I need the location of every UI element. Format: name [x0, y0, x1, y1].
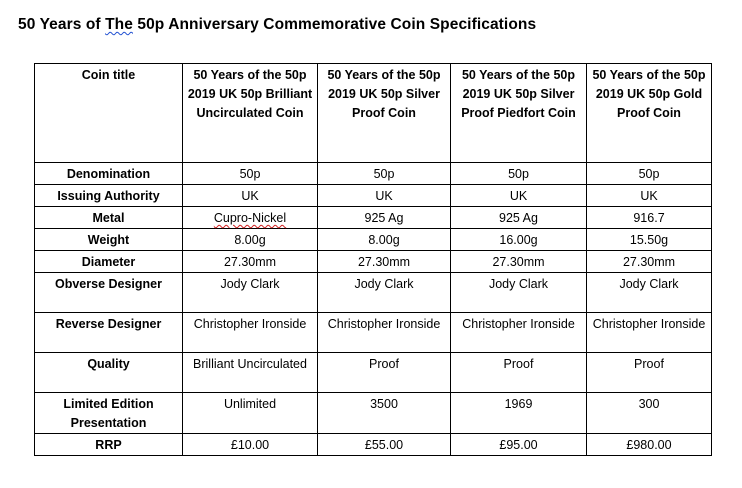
header-coin-cell: 50 Years of the 50p 2019 UK 50p Silver P…	[450, 63, 587, 163]
table-row: Diameter 27.30mm 27.30mm 27.30mm 27.30mm	[34, 250, 712, 273]
table-cell: 50p	[182, 162, 318, 185]
table-cell: 50p	[317, 162, 451, 185]
title-prefix: 50 Years of	[18, 16, 106, 33]
row-label: Weight	[34, 228, 183, 251]
table-cell: 300	[586, 392, 712, 434]
table-cell: UK	[586, 184, 712, 207]
table-cell: Proof	[317, 352, 451, 393]
table-cell: 916.7	[586, 206, 712, 229]
row-label: Issuing Authority	[34, 184, 183, 207]
header-coin-cell: 50 Years of the 50p 2019 UK 50p Brillian…	[182, 63, 318, 163]
table-cell: 27.30mm	[182, 250, 318, 273]
table-cell: 925 Ag	[450, 206, 587, 229]
table-cell: Christopher Ironside	[586, 312, 712, 353]
title-the-word: The	[105, 16, 133, 33]
row-label: Metal	[34, 206, 183, 229]
table-cell: 3500	[317, 392, 451, 434]
table-cell: 50p	[586, 162, 712, 185]
table-cell: £95.00	[450, 433, 587, 456]
table-row: Limited Edition Presentation Unlimited 3…	[34, 392, 712, 434]
table-cell: 27.30mm	[586, 250, 712, 273]
table-cell: Proof	[450, 352, 587, 393]
cell-text: Cupro-Nickel	[213, 211, 287, 225]
table-cell: Proof	[586, 352, 712, 393]
table-cell: Christopher Ironside	[450, 312, 587, 353]
table-cell: 27.30mm	[317, 250, 451, 273]
table-cell: Jody Clark	[450, 272, 587, 313]
page-title: 50 Years of The 50p Anniversary Commemor…	[18, 16, 536, 34]
table-cell: 16.00g	[450, 228, 587, 251]
table-row: RRP £10.00 £55.00 £95.00 £980.00	[34, 433, 712, 456]
row-label: Limited Edition Presentation	[34, 392, 183, 434]
table-cell: Christopher Ironside	[182, 312, 318, 353]
table-cell: Jody Clark	[586, 272, 712, 313]
table-row: Denomination 50p 50p 50p 50p	[34, 162, 712, 185]
row-label: Reverse Designer	[34, 312, 183, 353]
table-cell: UK	[317, 184, 451, 207]
table-cell: Brilliant Uncirculated	[182, 352, 318, 393]
table-header-row: Coin title 50 Years of the 50p 2019 UK 5…	[34, 63, 712, 163]
table-cell: Cupro-Nickel	[182, 206, 318, 229]
row-label: Obverse Designer	[34, 272, 183, 313]
title-suffix: 50p Anniversary Commemorative Coin Speci…	[132, 16, 537, 33]
table-cell: 50p	[450, 162, 587, 185]
header-coin-cell: 50 Years of the 50p 2019 UK 50p Gold Pro…	[586, 63, 712, 163]
table-cell: 8.00g	[182, 228, 318, 251]
table-cell: £10.00	[182, 433, 318, 456]
table-row: Metal Cupro-Nickel 925 Ag 925 Ag 916.7	[34, 206, 712, 229]
table-cell: 1969	[450, 392, 587, 434]
row-label: RRP	[34, 433, 183, 456]
table-cell: £980.00	[586, 433, 712, 456]
table-cell: 925 Ag	[317, 206, 451, 229]
table-row: Weight 8.00g 8.00g 16.00g 15.50g	[34, 228, 712, 251]
table-cell: Christopher Ironside	[317, 312, 451, 353]
table-cell: Unlimited	[182, 392, 318, 434]
table-cell: 15.50g	[586, 228, 712, 251]
table-cell: £55.00	[317, 433, 451, 456]
table-cell: 27.30mm	[450, 250, 587, 273]
table-cell: Jody Clark	[317, 272, 451, 313]
table-row: Issuing Authority UK UK UK UK	[34, 184, 712, 207]
header-coin-cell: 50 Years of the 50p 2019 UK 50p Silver P…	[317, 63, 451, 163]
header-label-cell: Coin title	[34, 63, 183, 163]
table-cell: UK	[182, 184, 318, 207]
table-row: Obverse Designer Jody Clark Jody Clark J…	[34, 272, 712, 313]
table-row: Quality Brilliant Uncirculated Proof Pro…	[34, 352, 712, 393]
row-label: Quality	[34, 352, 183, 393]
table-cell: 8.00g	[317, 228, 451, 251]
table-cell: UK	[450, 184, 587, 207]
table-row: Reverse Designer Christopher Ironside Ch…	[34, 312, 712, 353]
coin-specifications-table: Coin title 50 Years of the 50p 2019 UK 5…	[34, 63, 712, 456]
row-label: Denomination	[34, 162, 183, 185]
row-label: Diameter	[34, 250, 183, 273]
table-cell: Jody Clark	[182, 272, 318, 313]
